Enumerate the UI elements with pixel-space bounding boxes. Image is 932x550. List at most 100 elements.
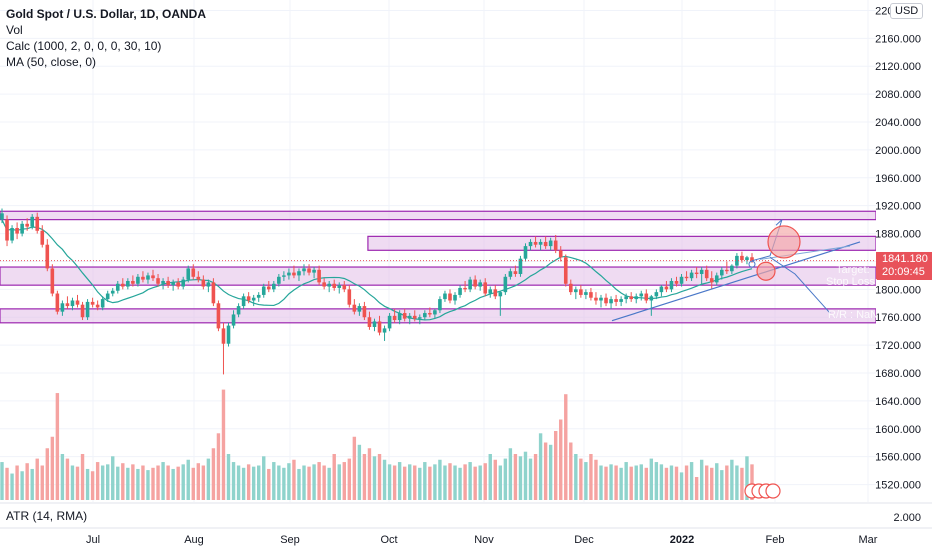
volume-bar bbox=[569, 442, 573, 500]
candle bbox=[75, 294, 80, 308]
candle-body bbox=[221, 328, 226, 344]
candle bbox=[699, 267, 704, 286]
volume-bar bbox=[85, 468, 90, 500]
volume-bar bbox=[528, 458, 533, 500]
candle-body bbox=[201, 279, 206, 287]
candle-body bbox=[261, 286, 266, 295]
candle-body bbox=[302, 268, 306, 272]
candle bbox=[176, 278, 180, 290]
candle bbox=[664, 280, 669, 293]
volume-bar bbox=[463, 464, 467, 500]
volume-bar bbox=[599, 465, 603, 500]
currency-button[interactable]: USD bbox=[890, 3, 924, 19]
candle-body bbox=[196, 276, 201, 280]
volume-bar bbox=[533, 454, 538, 500]
candle-body bbox=[508, 271, 513, 277]
candle-body bbox=[523, 246, 528, 259]
volume-bar bbox=[538, 433, 543, 500]
volume-bar bbox=[60, 454, 65, 500]
candle bbox=[221, 322, 226, 375]
price-axis-label: 1720.000 bbox=[875, 340, 921, 352]
volume-bar bbox=[25, 463, 29, 500]
rr-label: R/R : NaN bbox=[828, 309, 879, 321]
candle-body bbox=[730, 265, 734, 272]
candle bbox=[543, 236, 548, 249]
candle-body bbox=[75, 300, 80, 305]
volume-bar bbox=[433, 464, 437, 500]
candle-body bbox=[604, 297, 608, 304]
candle bbox=[453, 292, 457, 305]
volume-bar bbox=[614, 465, 618, 500]
legend-ma[interactable]: MA (50, close, 0) bbox=[6, 55, 97, 69]
volume-bar bbox=[297, 468, 301, 500]
candle bbox=[216, 300, 221, 332]
candle bbox=[407, 313, 412, 325]
candle bbox=[347, 285, 352, 308]
candle bbox=[619, 296, 623, 307]
candle bbox=[90, 297, 95, 308]
price-axis-label: 1800.000 bbox=[875, 284, 921, 296]
candle bbox=[105, 290, 110, 302]
candle bbox=[513, 265, 518, 277]
candle-body bbox=[35, 216, 40, 231]
candle bbox=[614, 294, 618, 307]
candle bbox=[206, 279, 211, 293]
candle bbox=[689, 269, 694, 281]
volume-bar bbox=[453, 465, 457, 500]
trendline-extension bbox=[759, 245, 851, 260]
volume-bar bbox=[156, 465, 160, 500]
price-axis-label: 2040.000 bbox=[875, 117, 921, 129]
candle-body bbox=[453, 294, 457, 301]
candle-body bbox=[699, 269, 704, 275]
volume-bar bbox=[65, 458, 70, 500]
candle-body bbox=[20, 223, 24, 234]
candle bbox=[528, 239, 533, 251]
chart-grid bbox=[0, 0, 876, 502]
volume-bar bbox=[362, 454, 367, 500]
legend-calc[interactable]: Calc (1000, 2, 0, 0, 0, 30, 10) bbox=[6, 39, 162, 53]
candle bbox=[115, 280, 120, 294]
candle bbox=[110, 287, 115, 297]
candle-body bbox=[216, 303, 221, 329]
candle-body bbox=[166, 280, 170, 286]
candle-body bbox=[674, 280, 679, 284]
candle bbox=[730, 264, 734, 275]
time-axis-label: Feb bbox=[766, 534, 785, 546]
candle bbox=[402, 308, 407, 322]
candle-body bbox=[256, 294, 261, 298]
volume-bar bbox=[307, 466, 311, 500]
candle bbox=[5, 215, 9, 247]
candle bbox=[719, 267, 724, 280]
candle-body bbox=[614, 299, 618, 302]
candle-body bbox=[115, 283, 120, 291]
candle-body bbox=[402, 313, 407, 319]
candle bbox=[725, 261, 729, 275]
candle-body bbox=[332, 283, 337, 288]
candle bbox=[694, 267, 699, 279]
volume-bar bbox=[443, 465, 447, 500]
zone-box bbox=[0, 210, 877, 221]
candle-body bbox=[226, 325, 231, 344]
candle-body bbox=[60, 303, 65, 312]
volume-bar bbox=[221, 389, 226, 500]
volume-bar bbox=[196, 463, 201, 500]
volume-bar bbox=[518, 456, 523, 500]
legend-vol[interactable]: Vol bbox=[6, 23, 23, 37]
price-axis-label: 2000.000 bbox=[875, 145, 921, 157]
legend-atr[interactable]: ATR (14, RMA) bbox=[6, 509, 88, 523]
candle-body bbox=[725, 269, 729, 272]
candle-body bbox=[392, 315, 397, 321]
candle-body bbox=[709, 278, 714, 283]
candle bbox=[45, 239, 50, 272]
candle-body bbox=[45, 244, 50, 269]
volume-bar bbox=[468, 462, 472, 500]
candle bbox=[272, 280, 276, 293]
volume-bar bbox=[171, 468, 175, 500]
candle bbox=[211, 278, 216, 307]
candle-body bbox=[433, 310, 437, 315]
candle bbox=[261, 283, 266, 298]
volume-bar bbox=[689, 462, 694, 500]
volume-bar bbox=[332, 454, 336, 500]
candle-body bbox=[80, 304, 85, 318]
